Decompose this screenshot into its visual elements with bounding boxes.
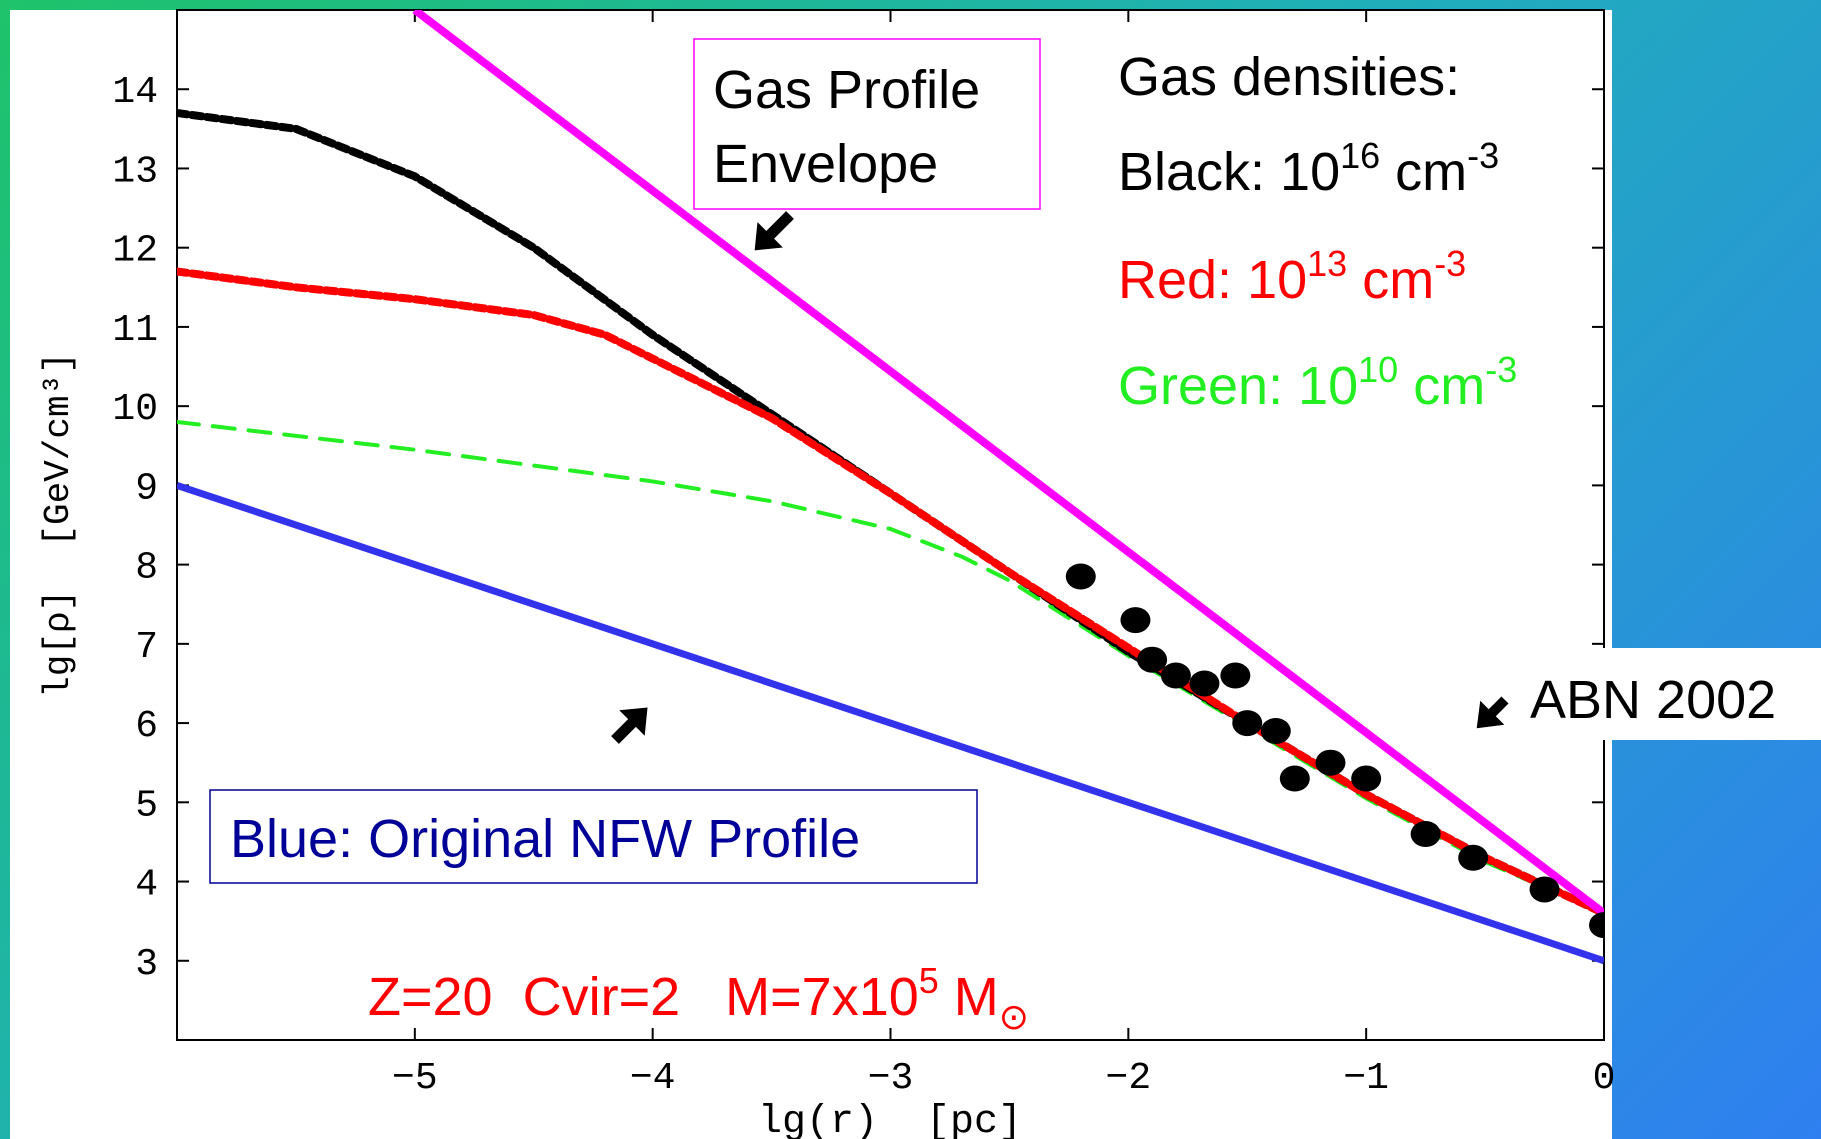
scatter-point xyxy=(1160,662,1191,689)
legend-black: Black: 1016 cm-3 xyxy=(1118,135,1499,202)
nfw-label-box: Blue: Original NFW Profile xyxy=(209,789,978,884)
x-tick-label: −4 xyxy=(630,1057,676,1100)
scatter-point xyxy=(1351,765,1382,792)
legend-red: Red: 1013 cm-3 xyxy=(1118,243,1466,310)
y-tick-label: 11 xyxy=(112,309,158,352)
gas-profile-envelope-box: Gas Profile Envelope xyxy=(693,38,1041,210)
y-tick-label: 9 xyxy=(135,467,158,510)
series-line-gas-profile-envelope xyxy=(412,10,1604,917)
x-tick-label: −5 xyxy=(392,1057,438,1100)
gas-densities-legend: Gas densities: Black: 1016 cm-3 Red: 101… xyxy=(1118,47,1517,416)
abn-2002-label: ABN 2002 xyxy=(1530,670,1776,730)
scatter-point xyxy=(1279,765,1310,792)
x-tick-label: −1 xyxy=(1343,1057,1389,1100)
envelope-label-line2: Envelope xyxy=(713,134,938,194)
series-line-red xyxy=(177,267,1604,918)
arrow-up-right-icon xyxy=(611,707,648,744)
y-tick-label: 13 xyxy=(112,150,158,193)
series-layer xyxy=(177,10,1604,965)
arrow-down-left-icon xyxy=(754,211,794,251)
y-tick-label: 8 xyxy=(135,547,158,590)
y-tick-label: 14 xyxy=(112,71,158,114)
series-line-green xyxy=(177,420,1604,916)
scatter-point xyxy=(1529,876,1560,903)
gas-densities-title: Gas densities: xyxy=(1118,47,1460,107)
scatter-point xyxy=(1137,646,1168,673)
x-tick-label: 0 xyxy=(1593,1057,1616,1100)
parameters-label: Z=20 Cvir=2 M=7x105 M⊙ xyxy=(368,960,1029,1037)
x-tick-label: −3 xyxy=(868,1057,914,1100)
axis-ticks xyxy=(177,10,1605,1040)
x-tick-label: −2 xyxy=(1106,1057,1152,1100)
y-axis-label: lg[ρ] [GeV/cm³] xyxy=(38,352,79,698)
scatter-point xyxy=(1232,710,1263,737)
scatter-point xyxy=(1189,670,1220,697)
y-tick-label: 4 xyxy=(135,864,158,907)
scatter-layer xyxy=(1065,563,1604,939)
tick-labels: −5 −4 −3 −2 −1 0 3 4 5 6 7 8 9 10 11 12 13 14 xyxy=(112,71,1615,1100)
scatter-point xyxy=(1410,821,1441,847)
nfw-label: Blue: Original NFW Profile xyxy=(230,809,860,869)
x-axis-label: lg(r) [pc] xyxy=(758,1100,1022,1139)
y-tick-label: 7 xyxy=(135,626,158,669)
scatter-point xyxy=(1120,607,1151,634)
scatter-point xyxy=(1315,749,1346,776)
y-tick-label: 3 xyxy=(135,943,158,986)
y-tick-label: 6 xyxy=(135,705,158,748)
arrow-down-left-icon xyxy=(1476,696,1509,729)
scatter-point xyxy=(1220,662,1251,689)
scatter-point xyxy=(1065,563,1096,590)
scatter-point xyxy=(1260,718,1291,744)
scatter-point xyxy=(1589,912,1604,939)
envelope-label-line1: Gas Profile xyxy=(713,60,980,120)
scatter-point xyxy=(1458,844,1489,871)
y-tick-label: 12 xyxy=(112,230,158,273)
y-tick-label: 10 xyxy=(112,388,158,431)
legend-green: Green: 1010 cm-3 xyxy=(1118,349,1517,416)
series-line-original-nfw-profile xyxy=(177,482,1604,965)
y-tick-label: 5 xyxy=(135,784,158,827)
abn-2002-label-box: ABN 2002 xyxy=(1455,648,1821,740)
